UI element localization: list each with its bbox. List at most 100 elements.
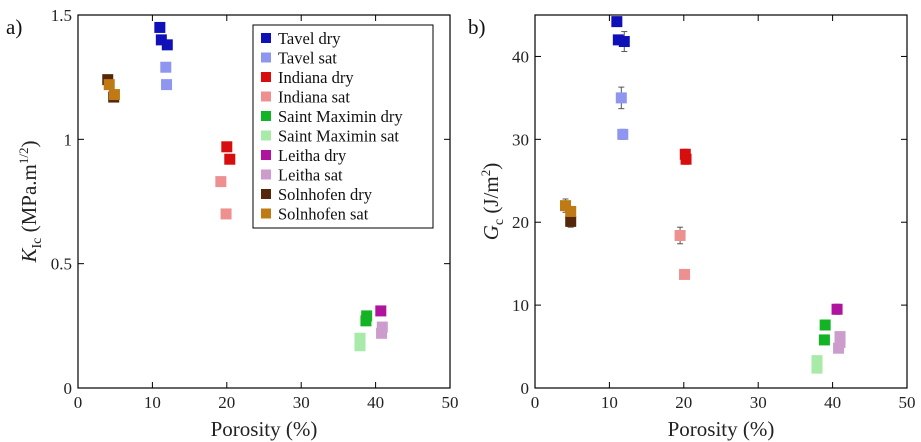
x-tick-label: 50 bbox=[442, 393, 459, 412]
data-point bbox=[376, 321, 388, 333]
x-tick-label: 0 bbox=[531, 393, 540, 412]
data-point bbox=[560, 200, 572, 212]
series-solnhofen-dry bbox=[565, 215, 577, 228]
data-point bbox=[376, 327, 388, 339]
data-point bbox=[818, 334, 830, 346]
data-point bbox=[360, 315, 372, 327]
data-point bbox=[565, 215, 577, 227]
data-point bbox=[831, 303, 843, 315]
data-point bbox=[155, 34, 167, 46]
data-point bbox=[618, 36, 630, 48]
panel-label: a) bbox=[6, 15, 22, 39]
y-tick-label: 1.5 bbox=[51, 6, 72, 25]
legend-entry: Indiana dry bbox=[278, 68, 354, 87]
legend-swatch bbox=[261, 33, 271, 43]
data-point bbox=[221, 141, 233, 153]
x-tick-label: 10 bbox=[601, 393, 618, 412]
series-leitha-dry bbox=[375, 305, 387, 317]
data-point bbox=[108, 89, 120, 101]
data-point bbox=[160, 61, 172, 73]
y-tick-label: 0.5 bbox=[51, 255, 72, 274]
data-point bbox=[615, 92, 627, 104]
data-point bbox=[565, 205, 577, 217]
data-point bbox=[679, 268, 691, 280]
legend-entry: Solnhofen dry bbox=[278, 185, 373, 204]
data-point bbox=[224, 153, 236, 165]
x-axis-label: Porosity (%) bbox=[211, 417, 318, 441]
panel-a: 0 10 20 30 40 50 0 0.5 1 1.5 Porosity (%) KIc (MPa.… bbox=[6, 6, 459, 441]
data-point bbox=[833, 342, 845, 354]
series-saint-maximin-sat bbox=[811, 355, 823, 374]
data-point bbox=[161, 39, 173, 51]
y-axis-label: Gc (J/m2) bbox=[478, 163, 507, 240]
x-tick-label: 30 bbox=[293, 393, 310, 412]
y-tick-label: 40 bbox=[512, 47, 529, 66]
series-tavel-dry bbox=[154, 21, 173, 51]
y-tick-label: 0 bbox=[521, 379, 530, 398]
data-point bbox=[811, 362, 823, 374]
series-saint-maximin-dry bbox=[818, 319, 831, 346]
plot-frame bbox=[534, 14, 908, 389]
legend-entry: Saint Maximin dry bbox=[278, 107, 403, 126]
series-saint-maximin-dry bbox=[360, 310, 373, 327]
legend-entry: Saint Maximin sat bbox=[278, 127, 399, 146]
data-point bbox=[161, 79, 173, 91]
series-leitha-sat bbox=[376, 321, 388, 339]
y-label-superscript: 1/2 bbox=[16, 147, 31, 164]
data-point bbox=[611, 16, 623, 28]
y-tick-label: 10 bbox=[512, 296, 529, 315]
x-tick-label: 0 bbox=[74, 393, 83, 412]
legend-swatch bbox=[261, 130, 271, 141]
legend-swatch bbox=[261, 169, 271, 180]
data-point bbox=[612, 34, 624, 46]
x-tick-label: 30 bbox=[750, 393, 767, 412]
x-tick-label: 40 bbox=[367, 393, 384, 412]
legend-swatch bbox=[261, 150, 271, 160]
y-label-subscript: c bbox=[492, 219, 507, 225]
legend-swatch bbox=[261, 91, 271, 102]
x-tick-label: 20 bbox=[218, 393, 235, 412]
data-point bbox=[354, 340, 366, 352]
data-point bbox=[674, 229, 686, 241]
x-tick-label: 20 bbox=[675, 393, 692, 412]
legend-swatch bbox=[261, 72, 271, 82]
y-axis-label: KIc (MPa.m1/2) bbox=[16, 140, 45, 263]
series-solnhofen-sat bbox=[560, 198, 577, 217]
y-label-symbol: G bbox=[479, 225, 503, 240]
x-axis-label: Porosity (%) bbox=[668, 417, 775, 441]
legend-swatch bbox=[261, 189, 271, 199]
legend-entry: Tavel dry bbox=[278, 29, 341, 48]
x-tick-label: 10 bbox=[144, 393, 161, 412]
y-tick-label: 30 bbox=[512, 130, 529, 149]
series-tavel-sat bbox=[160, 61, 173, 91]
legend-entry: Indiana sat bbox=[278, 88, 350, 107]
series-indiana-dry bbox=[679, 148, 692, 165]
legend-entry: Leitha dry bbox=[278, 146, 347, 165]
y-label-superscript: 2 bbox=[478, 170, 493, 177]
legend-entry: Solnhofen sat bbox=[278, 205, 369, 224]
legend-entry: Leitha sat bbox=[278, 166, 343, 185]
panel-b: 0 10 20 30 40 50 0 10 20 30 40 Porosity (%) Gc (J/m2… bbox=[468, 14, 916, 441]
series-leitha-dry bbox=[831, 303, 843, 315]
y-label-close: ) bbox=[479, 163, 503, 170]
y-tick-label: 1 bbox=[64, 130, 73, 149]
panel-label: b) bbox=[468, 15, 486, 39]
data-point bbox=[834, 331, 846, 343]
x-tick-label: 50 bbox=[899, 393, 916, 412]
data-point bbox=[819, 319, 831, 331]
series-tavel-dry bbox=[611, 16, 630, 52]
legend-entry: Tavel sat bbox=[278, 49, 337, 68]
data-point bbox=[215, 176, 227, 188]
data-point bbox=[354, 332, 366, 344]
legend-swatch bbox=[261, 52, 271, 63]
data-point bbox=[154, 21, 166, 33]
y-label-close: ) bbox=[17, 140, 41, 147]
y-tick-label: 0 bbox=[64, 379, 73, 398]
series-indiana-sat bbox=[674, 226, 691, 280]
y-label-symbol: K bbox=[17, 248, 41, 264]
data-point bbox=[220, 208, 232, 220]
data-point bbox=[375, 305, 387, 317]
data-point bbox=[811, 355, 823, 367]
